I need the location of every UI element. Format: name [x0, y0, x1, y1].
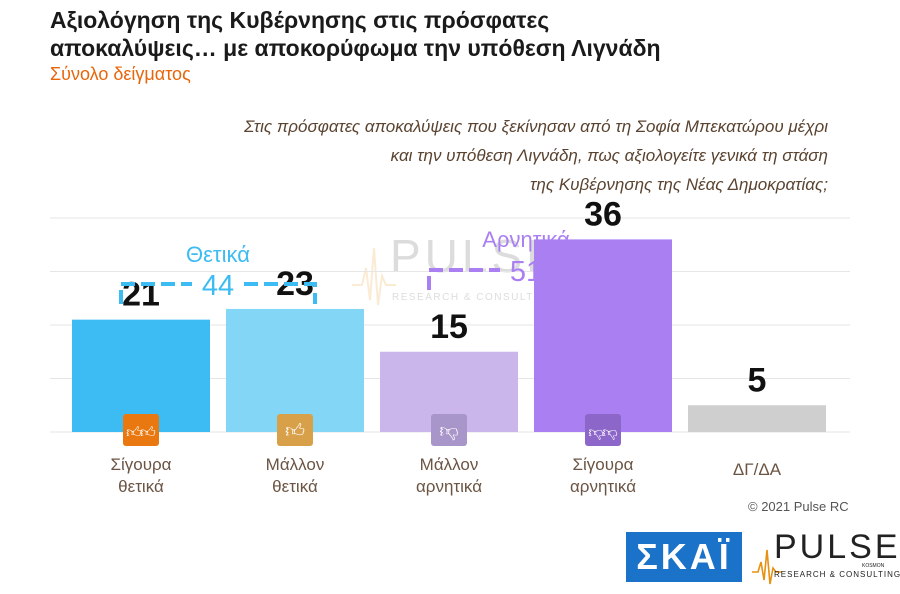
- thumb-down-icon: 👎︎: [431, 414, 467, 446]
- bracket-left: [119, 282, 192, 304]
- category-label: Σίγουρα αρνητικά: [570, 455, 636, 496]
- pulse-logo: PULSE KOSMON RESEARCH & CONSULTING: [752, 528, 900, 588]
- bar-value-label: 5: [748, 361, 767, 399]
- skai-logo: ΣΚΑΪ: [626, 532, 742, 582]
- bracket-right: [244, 282, 317, 304]
- svg-text:👍︎: 👍︎: [126, 423, 142, 441]
- chart-title: Αξιολόγηση της Κυβέρνησης στις πρόσφατες…: [50, 6, 661, 62]
- skai-logo-text: ΣΚΑΪ: [636, 536, 732, 577]
- category-label: Μάλλον αρνητικά: [416, 455, 482, 496]
- bar: [688, 405, 826, 432]
- question-line-3: της Κυβέρνησης της Νέας Δημοκρατίας;: [530, 175, 828, 194]
- bar-value-label: 36: [584, 195, 622, 233]
- pulse-logo-sub: RESEARCH & CONSULTING: [774, 570, 900, 579]
- group-total: 44: [202, 270, 234, 302]
- question-line-1: Στις πρόσφατες αποκαλύψεις που ξεκίνησαν…: [244, 117, 828, 136]
- thumb-up-icon: 👍︎: [277, 414, 313, 446]
- svg-text:👎︎: 👎︎: [439, 420, 458, 442]
- watermark-wave-icon: [352, 247, 396, 306]
- category-label: Σίγουρα θετικά: [110, 455, 171, 496]
- title-line-2: αποκαλύψεις… με αποκορύφωμα την υπόθεση …: [50, 35, 661, 61]
- two-thumbs-up-icon: 👍︎👍︎: [123, 414, 159, 446]
- group-total: 51: [510, 256, 542, 288]
- bar-value-label: 21: [122, 276, 160, 314]
- copyright-text: © 2021 Pulse RC: [748, 499, 849, 514]
- question-line-2: και την υπόθεση Λιγνάδη, πως αξιολογείτε…: [390, 146, 828, 165]
- svg-text:👎︎: 👎︎: [588, 423, 603, 441]
- group-bracket: Θετικά 44: [119, 242, 317, 304]
- chart-subtitle: Σύνολο δείγματος: [50, 64, 191, 84]
- watermark-word: PULSE: [390, 230, 561, 282]
- group-bracket: Αρνητικά 51: [427, 227, 625, 290]
- bracket-left: [427, 268, 500, 290]
- watermark-sub: RESEARCH & CONSULTING: [392, 292, 556, 303]
- group-label: Θετικά: [186, 242, 250, 267]
- pulse-logo-tag: KOSMON: [862, 563, 885, 569]
- group-label: Αρνητικά: [482, 227, 570, 252]
- svg-text:👎︎: 👎︎: [602, 423, 617, 441]
- bar: [226, 308, 364, 432]
- bar-value-label: 15: [430, 308, 468, 346]
- category-label: Μάλλον θετικά: [266, 455, 325, 496]
- watermark: PULSE RESEARCH & CONSULTING: [352, 230, 561, 306]
- pulse-wave-icon: [752, 549, 782, 585]
- two-thumbs-down-icon: 👎︎👎︎: [585, 414, 621, 446]
- survey-question: Στις πρόσφατες αποκαλύψεις που ξεκίνησαν…: [188, 112, 828, 199]
- bracket-right: [552, 268, 625, 290]
- category-label: ΔΓ/ΔΑ: [733, 460, 782, 479]
- svg-text:👍︎: 👍︎: [285, 420, 305, 442]
- title-line-1: Αξιολόγηση της Κυβέρνησης στις πρόσφατες: [50, 7, 550, 33]
- svg-text:👍︎: 👍︎: [140, 423, 156, 441]
- bar: [72, 319, 210, 432]
- pulse-logo-word: PULSE: [774, 528, 900, 566]
